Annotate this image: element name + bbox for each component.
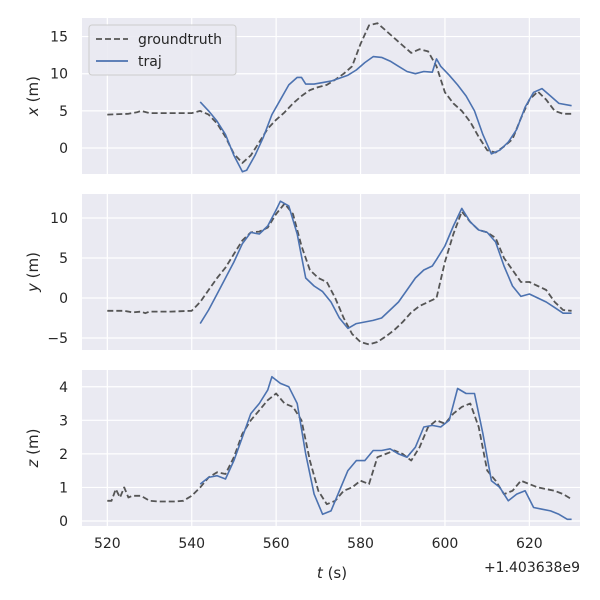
y-axis-label-unit: (m): [24, 429, 42, 460]
panel-background: [82, 370, 580, 526]
y-axis-label-symbol: x: [24, 107, 42, 117]
y-axis-label: y (m): [24, 252, 42, 293]
y-axis-label-unit: (m): [24, 252, 42, 283]
x-tick-label: 580: [347, 536, 374, 552]
legend: groundtruth traj: [88, 24, 237, 76]
legend-box: [88, 24, 237, 76]
x-tick-label: 600: [432, 536, 459, 552]
panels: 0 5 10 15 x (m) −5 0 5 10 y (m) 0 1 2 3 4 z (m) 520 540 56…: [24, 18, 580, 552]
y-axis-label: x (m): [24, 76, 42, 117]
series-line-groundtruth: [107, 202, 572, 346]
legend-label-traj: traj: [138, 54, 162, 70]
y-tick-label: 4: [59, 380, 68, 396]
x-tick-label: 560: [263, 536, 290, 552]
series-line-traj: [199, 200, 572, 330]
legend-label-groundtruth: groundtruth: [138, 32, 222, 48]
y-tick-label: 3: [59, 413, 68, 429]
x-tick-label: 520: [94, 536, 121, 552]
y-axis-label-unit: (m): [24, 76, 42, 107]
y-tick-label: 1: [59, 480, 68, 496]
x-tick-label: 620: [516, 536, 543, 552]
y-axis-label: z (m): [24, 429, 42, 469]
series-line-traj: [199, 55, 572, 173]
x-axis-label-symbol: t: [317, 564, 324, 582]
x-tick-label: 540: [178, 536, 205, 552]
panel-z: 0 1 2 3 4 z (m) 520 540 560 580 600 620: [24, 370, 580, 552]
y-tick-label: 2: [59, 447, 68, 463]
y-tick-label: 10: [50, 211, 68, 227]
series-line-traj: [199, 375, 572, 521]
y-tick-label: 5: [59, 104, 68, 120]
y-tick-label: −5: [47, 331, 68, 347]
y-axis-label-symbol: y: [24, 282, 42, 293]
x-axis-label-unit: (s): [323, 564, 347, 582]
y-tick-label: 0: [59, 291, 68, 307]
y-tick-label: 10: [50, 67, 68, 83]
y-tick-label: 5: [59, 251, 68, 267]
panel-y: −5 0 5 10 y (m): [24, 194, 580, 350]
x-offset-text: +1.403638e9: [484, 560, 580, 576]
y-tick-label: 15: [50, 30, 68, 46]
y-tick-label: 0: [59, 141, 68, 157]
y-axis-label-symbol: z: [24, 458, 42, 468]
x-axis-label: t (s): [317, 564, 347, 582]
y-tick-label: 0: [59, 514, 68, 530]
panel-background: [82, 194, 580, 350]
